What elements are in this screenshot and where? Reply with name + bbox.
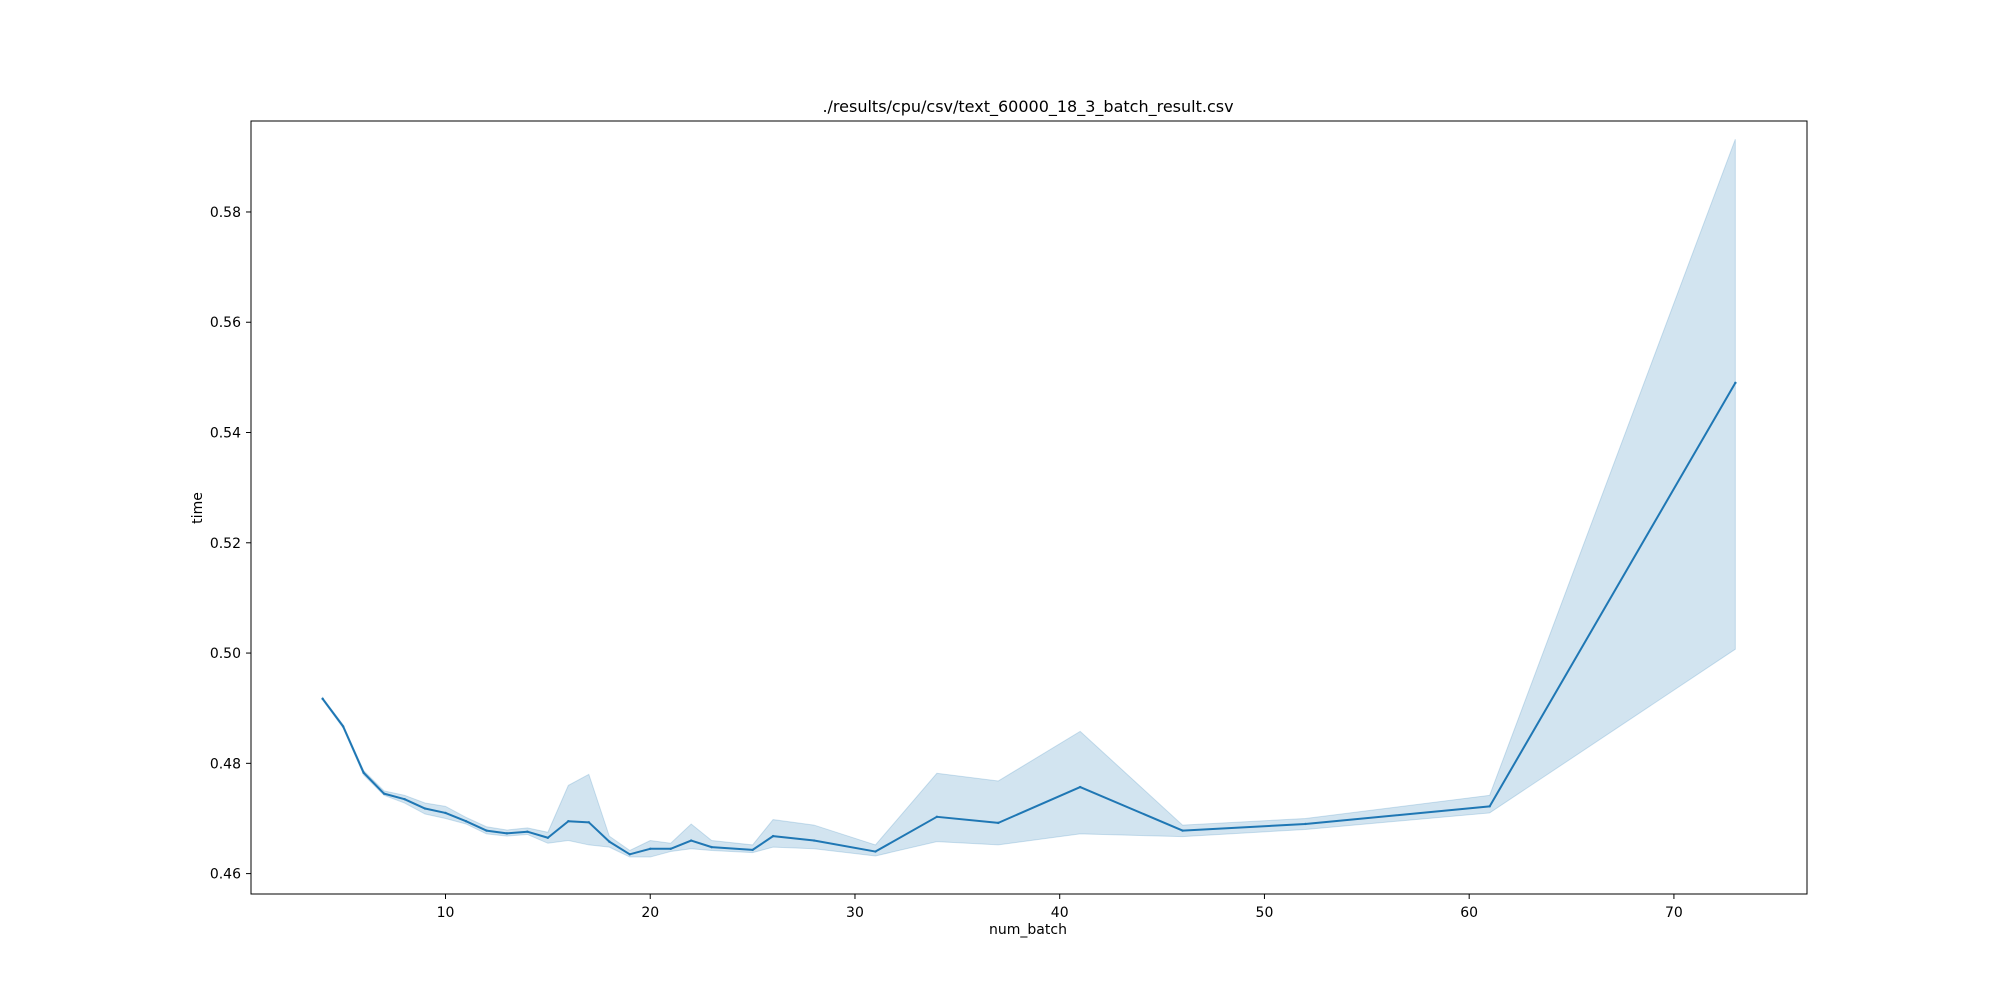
data-point bbox=[669, 847, 672, 850]
data-point bbox=[812, 839, 816, 842]
y-tick-label: 0.52 bbox=[210, 536, 241, 552]
data-point bbox=[505, 832, 509, 835]
data-point bbox=[649, 847, 652, 850]
data-point bbox=[608, 840, 611, 843]
data-point bbox=[628, 853, 631, 856]
data-point bbox=[362, 771, 365, 774]
data-point bbox=[382, 792, 386, 795]
x-tick-label: 60 bbox=[1460, 905, 1478, 921]
x-tick-label: 20 bbox=[641, 905, 659, 921]
chart-title: ./results/cpu/csv/text_60000_18_3_batch_… bbox=[822, 97, 1233, 117]
data-point bbox=[341, 725, 345, 728]
y-tick-label: 0.46 bbox=[210, 867, 241, 883]
data-point bbox=[1734, 381, 1737, 385]
data-point bbox=[710, 845, 713, 849]
data-point bbox=[997, 821, 1000, 825]
x-tick-label: 50 bbox=[1256, 905, 1274, 921]
data-point bbox=[771, 834, 775, 838]
data-point bbox=[874, 850, 877, 853]
plot-area bbox=[321, 139, 1737, 858]
x-tick-label: 70 bbox=[1665, 905, 1683, 921]
data-point bbox=[1181, 829, 1184, 832]
data-point bbox=[1078, 785, 1082, 789]
axes-frame bbox=[250, 120, 1808, 895]
y-tick-label: 0.54 bbox=[210, 426, 241, 442]
x-tick-label: 40 bbox=[1051, 905, 1069, 921]
data-point bbox=[689, 839, 693, 842]
data-point bbox=[444, 811, 447, 815]
data-point bbox=[321, 697, 324, 701]
data-point bbox=[751, 848, 754, 852]
y-tick-label: 0.58 bbox=[210, 205, 241, 221]
data-point bbox=[403, 797, 406, 801]
data-point bbox=[485, 829, 488, 832]
data-point bbox=[464, 820, 468, 823]
x-axis-label: num_batch bbox=[989, 922, 1067, 938]
y-tick-label: 0.48 bbox=[210, 756, 241, 772]
x-tick-label: 10 bbox=[437, 905, 455, 921]
y-tick-label: 0.56 bbox=[210, 315, 241, 331]
x-tick-label: 30 bbox=[846, 905, 864, 921]
data-point bbox=[546, 836, 550, 839]
confidence-band bbox=[322, 139, 1736, 858]
y-axis-label: time bbox=[190, 492, 206, 524]
data-point bbox=[1488, 805, 1491, 808]
data-point bbox=[587, 821, 591, 824]
data-point bbox=[423, 807, 427, 810]
data-point bbox=[935, 815, 939, 819]
data-point bbox=[1304, 822, 1307, 826]
data-point bbox=[526, 830, 529, 833]
data-point bbox=[567, 820, 570, 823]
y-tick-label: 0.50 bbox=[210, 646, 241, 662]
